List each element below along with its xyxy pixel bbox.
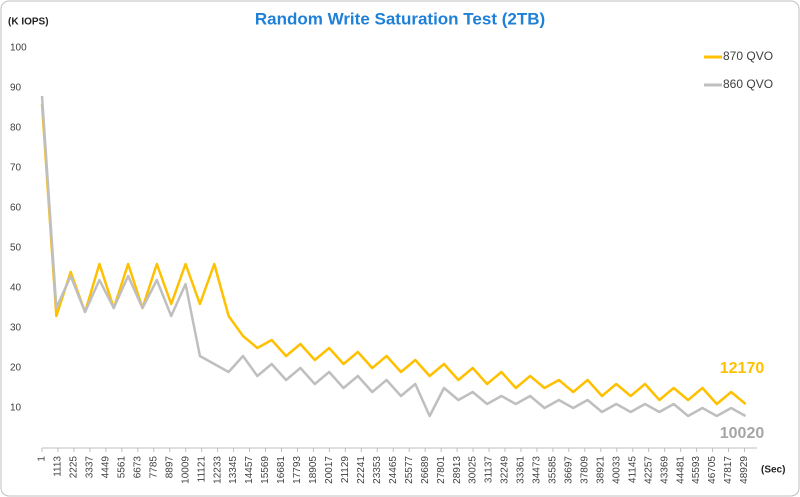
y-tick-label: 20 xyxy=(10,363,22,374)
end-annotation: 12170 xyxy=(720,360,765,377)
y-tick-label: 60 xyxy=(10,203,22,214)
series-line xyxy=(40,95,747,418)
x-tick-label: 8897 xyxy=(164,456,175,479)
x-tick-label: 34473 xyxy=(532,456,543,484)
x-tick-label: 45593 xyxy=(691,456,702,484)
x-tick-label: 27801 xyxy=(436,456,447,484)
x-tick-label: 1113 xyxy=(53,456,64,477)
x-tick-label: 4449 xyxy=(101,456,112,479)
x-tick-label: 12233 xyxy=(212,456,223,484)
x-tick-label: 22241 xyxy=(356,456,367,484)
x-tick-label: 48929 xyxy=(739,456,750,484)
x-tick-label: 28913 xyxy=(452,456,463,484)
y-tick-label: 30 xyxy=(10,323,22,334)
x-tick-label: 37809 xyxy=(579,456,590,484)
y-tick-label: 100 xyxy=(10,43,27,54)
x-tick-label: 5561 xyxy=(116,456,127,479)
x-tick-label: 15569 xyxy=(260,456,271,484)
x-tick-label: 1 xyxy=(37,456,48,462)
x-tick-label: 35585 xyxy=(548,456,559,484)
x-tick-label: 36697 xyxy=(564,456,575,484)
x-tick-label: 33361 xyxy=(516,456,527,484)
x-tick-label: 10009 xyxy=(180,456,191,484)
x-tick-label: 23353 xyxy=(372,456,383,484)
y-tick-label: 80 xyxy=(10,123,22,134)
legend-label: 870 QVO xyxy=(723,49,773,63)
y-tick-label: 90 xyxy=(10,83,22,94)
x-tick-label: 14457 xyxy=(244,456,255,484)
x-tick-label: 44481 xyxy=(675,456,686,484)
x-tick-label: 31137 xyxy=(484,456,495,484)
x-tick-label: 40033 xyxy=(611,456,622,484)
x-tick-label: 41145 xyxy=(627,456,638,484)
x-tick-label: 42257 xyxy=(643,456,654,484)
series-line xyxy=(40,103,747,406)
x-tick-label: 43369 xyxy=(659,456,670,484)
x-tick-label: 25577 xyxy=(404,456,415,484)
y-tick-label: 70 xyxy=(10,163,22,174)
x-tick-label: 47817 xyxy=(723,456,734,484)
x-axis-label: (Sec) xyxy=(761,465,785,476)
x-tick-label: 17793 xyxy=(292,456,303,484)
x-tick-label: 13345 xyxy=(228,456,239,484)
x-tick-label: 21129 xyxy=(340,456,351,484)
y-axis-label: (K IOPS) xyxy=(8,17,49,28)
x-tick-label: 26689 xyxy=(420,456,431,484)
y-tick-label: 10 xyxy=(10,403,22,414)
y-tick-label: 50 xyxy=(10,243,22,254)
x-tick-label: 24465 xyxy=(388,456,399,484)
x-tick-label: 2225 xyxy=(69,456,80,479)
legend-label: 860 QVO xyxy=(723,77,773,91)
x-tick-label: 38921 xyxy=(595,456,606,484)
x-tick-label: 16681 xyxy=(276,456,287,484)
x-tick-label: 3337 xyxy=(85,456,96,479)
chart-title: Random Write Saturation Test (2TB) xyxy=(255,9,545,28)
x-tick-label: 6673 xyxy=(132,456,143,479)
end-annotation: 10020 xyxy=(720,425,765,442)
x-tick-label: 32249 xyxy=(500,456,511,484)
x-tick-label: 20017 xyxy=(324,456,335,484)
x-tick-label: 46705 xyxy=(707,456,718,484)
x-tick-label: 7785 xyxy=(148,456,159,479)
y-tick-label: 40 xyxy=(10,283,22,294)
x-tick-label: 18905 xyxy=(308,456,319,484)
x-tick-label: 30025 xyxy=(468,456,479,484)
x-tick-label: 11121 xyxy=(196,456,207,483)
